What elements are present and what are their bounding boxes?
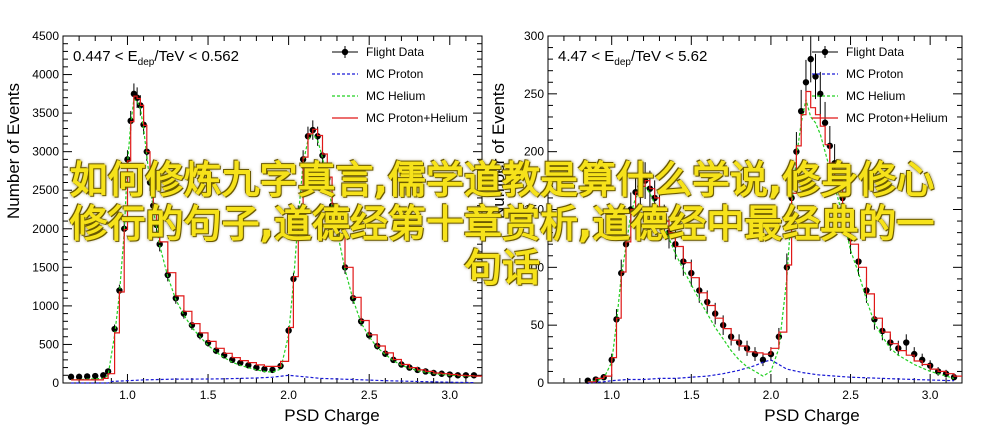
y-axis-label: Number of Events: [489, 83, 508, 219]
y-tick-label: 2000: [32, 222, 59, 236]
data-point: [196, 331, 204, 339]
y-tick-label: 50: [531, 318, 545, 332]
legend-label: Flight Data: [366, 45, 424, 59]
left-chart-panel: 0 500 1000 1500 2000 2500 3000 3500 4000 4500 1.0 1…: [4, 29, 483, 425]
data-point: [812, 73, 819, 80]
y-tick-label: 3500: [32, 106, 59, 120]
data-point: [802, 79, 810, 86]
legend-entry-mc-helium: MC Helium: [332, 89, 425, 103]
x-tick-label: 3.0: [922, 388, 939, 402]
series-mc-proton-helium: [587, 90, 962, 383]
legend-label: MC Proton: [846, 67, 903, 81]
y-tick-label: 500: [39, 337, 59, 351]
legend-entry-mc-proton: MC Proton: [812, 67, 903, 81]
series-mc-helium: [587, 99, 955, 383]
data-point: [797, 107, 805, 115]
y-axis-label: Number of Events: [4, 83, 23, 219]
data-point: [75, 373, 83, 381]
data-point: [100, 372, 107, 379]
x-tick-label: 2.5: [361, 388, 378, 402]
x-tick-label: 3.0: [441, 388, 458, 402]
y-tick-label: 250: [524, 87, 544, 101]
series-mc-proton-helium: [71, 95, 482, 381]
legend-entry-mc-proton-helium: MC Proton+Helium: [332, 111, 468, 125]
x-tick-label: 1.0: [603, 388, 620, 402]
right-chart-panel: 0 50 100 150 200 250 300 1.0 1.5 2.0 2.5 3.0 PSD Cha…: [489, 29, 963, 425]
y-tick-label: 4500: [32, 29, 59, 43]
energy-range-annotation: 4.47 < Edep/TeV < 5.62: [558, 48, 707, 68]
legend-entry-flight-data: Flight Data: [332, 45, 424, 59]
data-point: [127, 117, 134, 125]
legend-entry-mc-proton: MC Proton: [332, 67, 423, 81]
data-point: [67, 373, 75, 381]
y-tick-label: 0: [537, 376, 544, 390]
legend-label: MC Helium: [846, 89, 905, 103]
data-point: [237, 359, 244, 367]
y-tick-label: 0: [52, 376, 59, 390]
legend-swatch-marker: [821, 48, 829, 56]
x-tick-label: 2.0: [280, 388, 297, 402]
legend-entry-mc-helium: MC Helium: [812, 89, 905, 103]
y-tick-label: 100: [524, 260, 544, 274]
legend-label: MC Proton: [366, 67, 423, 81]
x-axis-label: PSD Charge: [284, 406, 379, 425]
x-tick-label: 1.5: [683, 388, 700, 402]
energy-range-annotation: 0.447 < Edep/TeV < 0.562: [73, 48, 239, 68]
data-point: [111, 325, 118, 333]
data-point: [153, 221, 160, 229]
series-mc-helium: [71, 98, 474, 381]
data-point: [245, 362, 252, 369]
legend-label: MC Proton+Helium: [366, 111, 468, 125]
data-point: [903, 339, 910, 346]
legend-swatch-marker: [341, 48, 349, 56]
x-tick-label: 2.0: [763, 388, 780, 402]
data-point: [807, 55, 814, 63]
data-point: [156, 241, 163, 248]
y-tick-label: 300: [524, 29, 544, 43]
x-tick-label: 2.5: [842, 388, 859, 402]
series-mc-proton: [587, 359, 955, 384]
data-point: [83, 373, 91, 380]
data-point: [261, 365, 268, 373]
legend-entry-mc-proton-helium: MC Proton+Helium: [812, 111, 948, 125]
y-tick-label: 200: [524, 145, 544, 159]
legend-label: MC Helium: [366, 89, 425, 103]
legend-entry-flight-data: Flight Data: [812, 45, 904, 59]
y-tick-label: 4000: [32, 68, 59, 82]
x-axis-label: PSD Charge: [764, 406, 859, 425]
x-tick-label: 1.5: [200, 388, 217, 402]
y-tick-label: 150: [524, 203, 544, 217]
legend-label: MC Proton+Helium: [846, 111, 948, 125]
y-tick-label: 3000: [32, 145, 59, 159]
data-point: [821, 119, 829, 126]
series-flight-data: [67, 83, 478, 381]
y-tick-label: 1500: [32, 260, 59, 274]
y-tick-label: 1000: [32, 299, 59, 313]
series-mc-proton: [71, 374, 474, 384]
x-tick-label: 1.0: [119, 388, 136, 402]
data-point: [759, 356, 767, 364]
data-point: [92, 372, 99, 380]
y-tick-label: 2500: [32, 183, 59, 197]
legend-label: Flight Data: [846, 45, 904, 59]
data-point: [212, 347, 220, 354]
